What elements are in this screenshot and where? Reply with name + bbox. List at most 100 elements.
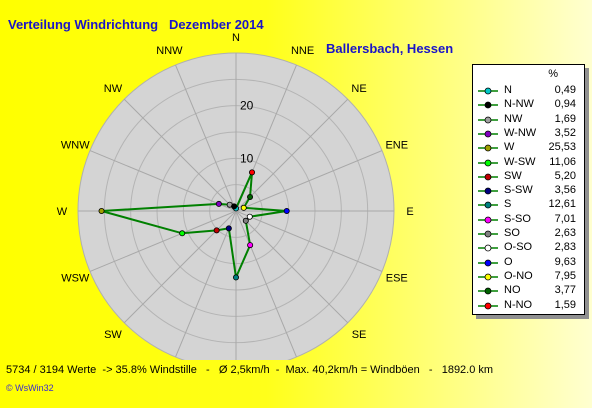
- legend-item: NW 1,69: [473, 113, 584, 127]
- legend-marker-icon: [478, 173, 498, 181]
- direction-label-nw: NW: [104, 83, 123, 95]
- legend-marker-icon: [478, 159, 498, 166]
- legend-item-name: SO: [504, 227, 520, 239]
- direction-label-n: N: [232, 32, 240, 44]
- legend-item: NO 3,77: [473, 284, 584, 298]
- legend-marker-icon: [478, 201, 498, 209]
- ring-label: 20: [240, 99, 254, 113]
- legend-marker-icon: [478, 87, 498, 95]
- data-point-s: [232, 274, 239, 281]
- legend-item: W 25,53: [473, 141, 584, 155]
- legend-marker-icon: [478, 144, 498, 152]
- data-point-e: [283, 207, 290, 214]
- legend-marker-icon: [478, 116, 498, 123]
- legend-unit: %: [548, 68, 558, 80]
- legend-item-value: 0,49: [554, 84, 576, 96]
- ring-label: 10: [240, 151, 254, 165]
- direction-label-nnw: NNW: [156, 45, 183, 57]
- data-point-w: [98, 207, 105, 214]
- legend-item-name: N-NO: [504, 298, 533, 311]
- legend-item: S-SW 3,56: [473, 184, 584, 198]
- rose-spoke: [175, 64, 237, 212]
- direction-label-wsw: WSW: [61, 273, 90, 285]
- credit-label: © WsWin32: [6, 383, 54, 393]
- direction-label-nne: NNE: [291, 45, 314, 57]
- rose-spoke: [175, 210, 237, 358]
- rose-spoke: [235, 210, 383, 272]
- legend-item: S-SO 7,01: [473, 213, 584, 227]
- legend-item-value: 1,59: [554, 298, 576, 311]
- legend-item-value: 7,95: [554, 269, 576, 282]
- footer-stats: 5734 / 3194 Werte -> 35.8% Windstille - …: [6, 364, 494, 376]
- rose-spoke: [235, 210, 297, 358]
- legend-item-name: N: [504, 84, 512, 96]
- legend-marker-icon: [478, 101, 498, 109]
- legend-item-value: 3,77: [554, 284, 576, 297]
- legend-marker-icon: [478, 273, 498, 281]
- legend-item-name: W-SW: [504, 155, 536, 168]
- direction-label-sw: SW: [104, 329, 122, 341]
- legend-item: O-SO 2,83: [473, 241, 584, 255]
- direction-label-e: E: [406, 206, 413, 218]
- legend-item: N 0,49: [473, 84, 584, 98]
- data-point-ene: [240, 204, 247, 211]
- legend-item: W-SW 11,06: [473, 156, 584, 170]
- legend: % N 0,49 N-NW 0,94 NW 1,69 W-NW 3,52 W 25,53 W-SW 1…: [472, 64, 585, 315]
- legend-item-value: 12,61: [548, 198, 576, 211]
- legend-item-value: 25,53: [548, 141, 576, 154]
- legend-marker-icon: [478, 130, 498, 138]
- wind-rose-chart: 1020NNNENEENEEESESESSESSSWSWWSWWWNWNWNNW: [57, 32, 414, 360]
- rose-spoke: [235, 210, 349, 324]
- legend-item-name: O-SO: [504, 241, 533, 254]
- data-point-ese: [246, 213, 253, 220]
- direction-label-w: W: [57, 206, 68, 218]
- data-point-ne: [247, 193, 254, 200]
- legend-marker-icon: [478, 244, 498, 252]
- legend-item-value: 3,56: [554, 184, 576, 197]
- legend-item-name: O-NO: [504, 269, 533, 282]
- legend-item-value: 7,01: [554, 212, 576, 225]
- data-point-nne: [249, 169, 256, 176]
- legend-marker-icon: [478, 302, 498, 309]
- data-point-sw: [213, 227, 220, 234]
- legend-item-name: SW: [504, 169, 522, 182]
- rose-spoke: [123, 98, 237, 212]
- legend-item-name: N-NW: [504, 98, 534, 111]
- legend-item: N-NO 1,59: [473, 299, 584, 313]
- legend-item-value: 2,83: [554, 241, 576, 254]
- data-point-ssw: [225, 225, 232, 232]
- legend-marker-icon: [478, 216, 498, 224]
- legend-item-name: O: [504, 255, 513, 268]
- legend-item-value: 2,63: [554, 227, 576, 239]
- data-point-nnw: [231, 203, 238, 210]
- legend-item-value: 11,06: [549, 155, 576, 168]
- data-point-se: [242, 217, 249, 224]
- legend-marker-icon: [478, 187, 498, 195]
- legend-item-name: S: [504, 198, 512, 211]
- legend-item-value: 9,63: [554, 255, 576, 268]
- rose-spoke: [235, 98, 349, 212]
- rose-spoke: [235, 150, 383, 212]
- direction-label-ne: NE: [351, 83, 366, 95]
- data-point-sse: [247, 242, 254, 249]
- direction-label-wnw: WNW: [61, 139, 90, 151]
- legend-item-name: S-SO: [504, 212, 531, 225]
- chart-title: Verteilung Windrichtung Dezember 2014: [8, 17, 264, 32]
- legend-item-value: 0,94: [554, 98, 576, 111]
- data-point-wsw: [179, 230, 186, 237]
- legend-item: W-NW 3,52: [473, 127, 584, 141]
- legend-item-value: 3,52: [554, 126, 576, 139]
- legend-marker-icon: [478, 230, 498, 238]
- legend-item-name: W: [504, 141, 515, 154]
- direction-label-se: SE: [352, 329, 367, 341]
- legend-item: SW 5,20: [473, 170, 584, 184]
- direction-label-ene: ENE: [385, 139, 408, 151]
- legend-item: O 9,63: [473, 256, 584, 270]
- direction-label-ese: ESE: [386, 273, 408, 285]
- rose-spoke: [89, 150, 237, 212]
- legend-marker-icon: [478, 287, 498, 295]
- legend-item-value: 1,69: [554, 112, 576, 125]
- data-point-wnw: [215, 200, 222, 207]
- legend-item: O-NO 7,95: [473, 270, 584, 284]
- legend-item-name: W-NW: [504, 126, 537, 139]
